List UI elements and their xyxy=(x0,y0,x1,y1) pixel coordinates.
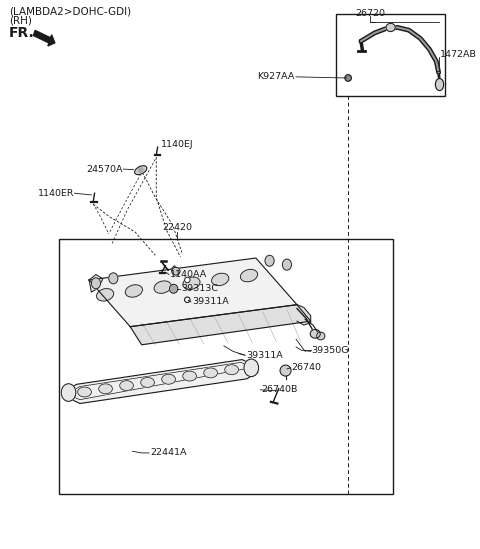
Circle shape xyxy=(109,273,118,284)
Circle shape xyxy=(61,384,76,401)
Circle shape xyxy=(265,255,274,266)
Text: 26740B: 26740B xyxy=(261,385,298,394)
Text: FR.: FR. xyxy=(9,26,35,41)
Polygon shape xyxy=(297,305,311,325)
Ellipse shape xyxy=(154,281,171,293)
Ellipse shape xyxy=(212,273,229,285)
Text: 39313C: 39313C xyxy=(181,284,218,293)
Text: 1140ER: 1140ER xyxy=(37,189,74,198)
Ellipse shape xyxy=(386,23,395,31)
Ellipse shape xyxy=(280,365,291,376)
Text: 26740: 26740 xyxy=(291,363,322,372)
Ellipse shape xyxy=(317,332,325,340)
Ellipse shape xyxy=(183,371,196,381)
Text: 1472AB: 1472AB xyxy=(440,51,477,59)
Polygon shape xyxy=(130,305,311,345)
Ellipse shape xyxy=(435,79,444,91)
Ellipse shape xyxy=(78,387,91,397)
Ellipse shape xyxy=(310,329,320,338)
Ellipse shape xyxy=(240,270,258,282)
Ellipse shape xyxy=(120,380,133,390)
Ellipse shape xyxy=(139,168,143,172)
Text: K927AA: K927AA xyxy=(257,72,295,81)
Text: 1140EJ: 1140EJ xyxy=(161,141,193,149)
Text: (RH): (RH) xyxy=(9,15,32,25)
Ellipse shape xyxy=(225,365,239,374)
Circle shape xyxy=(282,259,291,270)
Ellipse shape xyxy=(204,368,217,378)
Ellipse shape xyxy=(99,384,112,394)
Text: 24570A: 24570A xyxy=(86,165,122,173)
Ellipse shape xyxy=(172,267,180,275)
Ellipse shape xyxy=(96,289,114,301)
Ellipse shape xyxy=(345,75,351,81)
Ellipse shape xyxy=(169,284,178,293)
Text: 1140AA: 1140AA xyxy=(170,270,207,279)
Ellipse shape xyxy=(125,285,143,297)
Bar xyxy=(60,239,393,494)
Text: 39350G: 39350G xyxy=(312,346,349,355)
FancyArrow shape xyxy=(34,30,55,46)
Ellipse shape xyxy=(134,166,147,175)
Ellipse shape xyxy=(171,287,176,291)
Text: 39311A: 39311A xyxy=(192,298,228,306)
Text: (LAMBDA2>DOHC-GDI): (LAMBDA2>DOHC-GDI) xyxy=(9,7,131,16)
Polygon shape xyxy=(66,360,258,404)
Ellipse shape xyxy=(183,277,200,289)
Text: 39311A: 39311A xyxy=(246,351,283,360)
Polygon shape xyxy=(89,274,103,292)
Polygon shape xyxy=(89,258,297,327)
Ellipse shape xyxy=(141,378,155,388)
Bar xyxy=(336,14,445,96)
Text: 22441A: 22441A xyxy=(150,449,186,457)
Ellipse shape xyxy=(185,277,190,283)
Text: 26720: 26720 xyxy=(355,9,385,18)
Text: 22420: 22420 xyxy=(162,223,192,232)
Circle shape xyxy=(91,278,100,289)
Circle shape xyxy=(244,359,259,377)
Ellipse shape xyxy=(185,297,190,302)
Ellipse shape xyxy=(162,374,176,384)
